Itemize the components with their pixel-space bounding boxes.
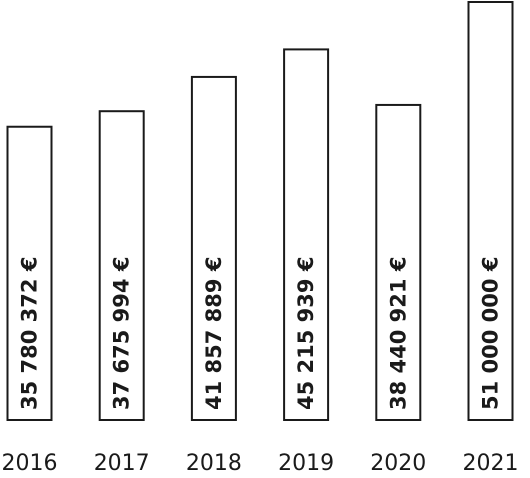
bar-2018 xyxy=(190,75,237,421)
bars-group xyxy=(6,1,514,422)
bar-2021 xyxy=(467,1,514,421)
bar-value-label-2016: 35 780 372 € xyxy=(18,257,42,410)
bar-value-label-2017: 37 675 994 € xyxy=(110,257,134,410)
x-tick-label-2019: 2019 xyxy=(278,451,334,476)
x-axis-tick-labels: 2016 2017 2018 2019 2020 2021 xyxy=(2,451,519,476)
x-tick-label-2018: 2018 xyxy=(186,451,242,476)
bar-value-label-2019: 45 215 939 € xyxy=(294,257,318,410)
x-tick-label-2017: 2017 xyxy=(94,451,150,476)
bar-2017 xyxy=(98,110,145,422)
bar-2019 xyxy=(283,48,330,421)
x-tick-label-2021: 2021 xyxy=(463,451,519,476)
bar-value-label-2018: 41 857 889 € xyxy=(202,257,226,410)
bar-value-label-2021: 51 000 000 € xyxy=(479,257,503,410)
bar-2016 xyxy=(6,125,53,421)
x-tick-label-2020: 2020 xyxy=(370,451,426,476)
bar-2020 xyxy=(375,103,422,421)
x-tick-label-2016: 2016 xyxy=(2,451,58,476)
value-labels-group: 35 780 372 € 37 675 994 € 41 857 889 € 45 2… xyxy=(18,257,503,410)
bar-value-label-2020: 38 440 921 € xyxy=(386,257,410,410)
